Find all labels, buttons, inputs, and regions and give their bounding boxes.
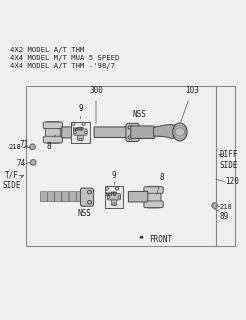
FancyBboxPatch shape (40, 192, 47, 202)
FancyBboxPatch shape (107, 194, 121, 200)
FancyBboxPatch shape (131, 126, 155, 139)
Text: 4X4 MODEL A/T THM -'98/7: 4X4 MODEL A/T THM -'98/7 (10, 63, 115, 69)
Text: 120: 120 (225, 177, 239, 186)
FancyBboxPatch shape (46, 122, 60, 143)
Text: 103: 103 (181, 86, 199, 121)
Ellipse shape (128, 126, 132, 129)
FancyBboxPatch shape (80, 188, 94, 206)
Text: NSS: NSS (77, 209, 91, 218)
Text: 218: 218 (220, 204, 233, 210)
FancyBboxPatch shape (78, 127, 83, 141)
FancyBboxPatch shape (126, 123, 139, 141)
Ellipse shape (87, 201, 92, 204)
Circle shape (74, 131, 76, 134)
FancyBboxPatch shape (69, 192, 76, 202)
Text: 9: 9 (112, 172, 116, 180)
Text: 9: 9 (78, 104, 83, 113)
Text: 300: 300 (89, 86, 103, 124)
Text: 218: 218 (9, 144, 22, 150)
Polygon shape (140, 236, 143, 238)
FancyBboxPatch shape (146, 186, 161, 208)
FancyBboxPatch shape (128, 191, 148, 202)
Text: 4X4 MODEL M/T MUA 5 SPEED: 4X4 MODEL M/T MUA 5 SPEED (10, 55, 119, 61)
Ellipse shape (128, 136, 132, 139)
FancyBboxPatch shape (43, 122, 62, 129)
Circle shape (79, 127, 82, 130)
FancyBboxPatch shape (144, 201, 163, 208)
FancyBboxPatch shape (55, 192, 62, 202)
Text: 8: 8 (47, 135, 55, 151)
Circle shape (116, 187, 119, 190)
Text: NSS: NSS (132, 110, 146, 119)
FancyBboxPatch shape (62, 127, 87, 138)
Text: T/F
SIDE: T/F SIDE (3, 171, 21, 190)
Circle shape (72, 122, 75, 125)
Ellipse shape (173, 123, 187, 141)
Circle shape (113, 192, 115, 195)
Text: FRONT: FRONT (149, 235, 172, 244)
Text: 71: 71 (20, 140, 29, 149)
Circle shape (82, 122, 85, 125)
Text: 74: 74 (16, 159, 25, 168)
Text: 8: 8 (157, 172, 164, 195)
Circle shape (118, 196, 121, 198)
Circle shape (113, 203, 115, 205)
FancyBboxPatch shape (144, 187, 163, 193)
Circle shape (30, 144, 35, 150)
Text: NSS: NSS (73, 127, 84, 132)
FancyBboxPatch shape (94, 127, 127, 138)
Circle shape (107, 196, 110, 198)
Circle shape (30, 160, 36, 165)
FancyBboxPatch shape (43, 136, 62, 143)
FancyBboxPatch shape (71, 122, 90, 143)
FancyBboxPatch shape (76, 192, 83, 202)
Text: 89: 89 (219, 212, 229, 220)
Circle shape (105, 187, 108, 190)
Circle shape (79, 138, 82, 141)
FancyBboxPatch shape (105, 186, 123, 208)
Ellipse shape (87, 190, 92, 194)
Text: 4X2 MODEL A/T THM: 4X2 MODEL A/T THM (10, 47, 84, 53)
Text: DIFF
SIDE: DIFF SIDE (220, 150, 238, 170)
FancyBboxPatch shape (62, 192, 69, 202)
FancyBboxPatch shape (74, 129, 87, 135)
Polygon shape (154, 124, 180, 139)
FancyBboxPatch shape (47, 192, 55, 202)
Circle shape (212, 203, 217, 208)
FancyBboxPatch shape (111, 192, 117, 205)
Circle shape (85, 131, 87, 134)
Text: NSS: NSS (106, 192, 117, 196)
